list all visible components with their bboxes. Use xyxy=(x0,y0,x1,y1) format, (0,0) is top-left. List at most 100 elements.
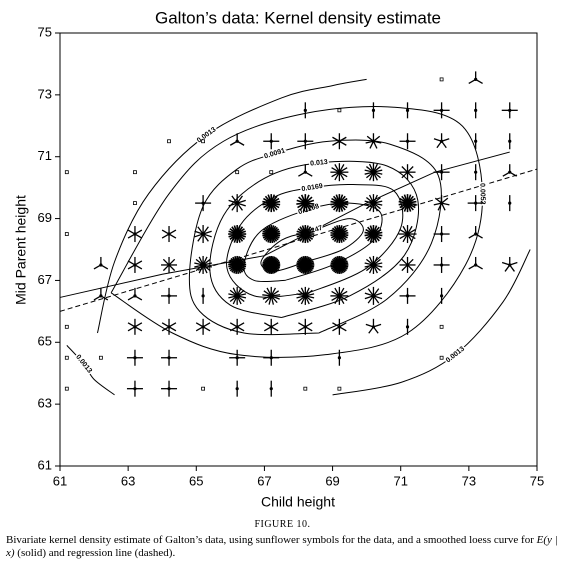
sunflower xyxy=(501,102,518,119)
sunflower-center xyxy=(201,232,205,236)
sunflower-center xyxy=(99,263,103,267)
sunflower xyxy=(433,102,450,119)
sunflower-center xyxy=(371,108,376,112)
sunflower-center xyxy=(371,139,376,143)
sunflower-center xyxy=(167,263,171,267)
sunflower xyxy=(433,164,450,181)
sunflower xyxy=(364,163,383,182)
x-tick-label: 71 xyxy=(393,473,407,488)
sunflower xyxy=(161,349,178,366)
sunflower-center xyxy=(167,387,171,391)
sunflower xyxy=(298,164,313,177)
sunflower-center xyxy=(440,108,444,112)
sunflower xyxy=(298,318,313,335)
sunflower-center xyxy=(235,263,239,267)
sunflower xyxy=(364,255,383,274)
sunflower-center xyxy=(133,356,137,360)
sunflower-center xyxy=(201,294,205,298)
contour-label: 0.0013 xyxy=(445,345,466,364)
sunflower xyxy=(405,102,410,119)
sunflower-dot xyxy=(64,386,69,391)
sunflower-center xyxy=(133,294,137,298)
x-tick-label: 63 xyxy=(121,473,135,488)
contour-label: 0.013 xyxy=(310,159,328,168)
sunflower xyxy=(229,349,246,366)
sunflower xyxy=(330,255,349,274)
sunflower xyxy=(201,139,206,144)
sunflower-center xyxy=(269,294,273,298)
density-contour xyxy=(66,78,531,396)
sunflower xyxy=(195,318,211,335)
sunflower-dot xyxy=(337,386,342,391)
density-contour xyxy=(243,202,383,283)
sunflower-center xyxy=(440,263,444,267)
x-tick-label: 67 xyxy=(257,473,271,488)
sunflower-center xyxy=(440,294,444,298)
sunflower xyxy=(405,318,410,335)
sunflower-center xyxy=(133,232,137,236)
sunflower-center xyxy=(133,325,137,329)
sunflower-center xyxy=(337,325,341,329)
y-tick-label: 61 xyxy=(38,457,52,472)
sunflower-center xyxy=(474,108,478,112)
sunflower xyxy=(337,386,342,391)
sunflower xyxy=(439,355,444,360)
sunflower-center xyxy=(269,387,273,391)
sunflower-center xyxy=(474,201,478,205)
sunflower xyxy=(337,349,341,366)
sunflower xyxy=(433,133,450,149)
sunflower xyxy=(365,133,382,149)
sunflower-center xyxy=(235,387,239,391)
sunflower xyxy=(474,164,478,181)
chart: Galton’s data: Kernel density estimate C… xyxy=(13,8,545,510)
sunflower xyxy=(194,225,212,244)
sunflower-dot xyxy=(133,201,137,206)
contour-label: 0.0052 xyxy=(478,183,486,205)
sunflower xyxy=(127,287,143,301)
sunflower xyxy=(269,380,273,397)
chart-title: Galton’s data: Kernel density estimate xyxy=(155,8,441,27)
sunflower-center xyxy=(303,325,307,329)
sunflower xyxy=(332,133,347,150)
sunflower xyxy=(297,133,314,150)
sunflower-center xyxy=(371,170,376,174)
sunflower-center xyxy=(371,325,376,329)
sunflower-center xyxy=(337,201,341,205)
sunflower xyxy=(235,170,240,175)
sunflower xyxy=(330,225,349,244)
sunflower xyxy=(262,255,281,274)
sunflower-center xyxy=(235,294,239,298)
sunflower xyxy=(399,133,416,150)
sunflower xyxy=(64,355,69,360)
sunflower-center xyxy=(269,325,273,329)
sunflower xyxy=(439,324,444,329)
sunflower xyxy=(296,194,315,213)
x-axis-label: Child height xyxy=(261,494,335,510)
sunflower xyxy=(161,380,178,397)
sunflower xyxy=(64,232,69,236)
sunflower xyxy=(235,380,239,397)
sunflower-center xyxy=(508,201,512,205)
sunflower-center xyxy=(474,263,478,267)
sunflower-center xyxy=(303,232,307,236)
sunflower-center xyxy=(371,263,376,267)
sunflower xyxy=(501,256,518,272)
sunflower xyxy=(263,349,280,366)
sunflower-center xyxy=(303,201,307,205)
sunflower xyxy=(399,256,416,273)
contour-label: 0.0013 xyxy=(74,354,93,375)
sunflower-center xyxy=(269,356,273,360)
sunflower-center xyxy=(474,170,478,174)
sunflower-center xyxy=(337,170,341,174)
sunflower xyxy=(364,225,383,244)
caption-math: E(y | x) xyxy=(6,534,558,559)
sunflower-center xyxy=(235,356,239,360)
sunflower xyxy=(364,286,383,305)
sunflower-center xyxy=(167,356,171,360)
sunflower xyxy=(201,287,205,304)
sunflower-center xyxy=(508,139,512,143)
sunflower xyxy=(228,194,246,213)
sunflower xyxy=(133,201,137,206)
sunflower xyxy=(64,324,69,329)
sunflower-center xyxy=(235,201,239,205)
